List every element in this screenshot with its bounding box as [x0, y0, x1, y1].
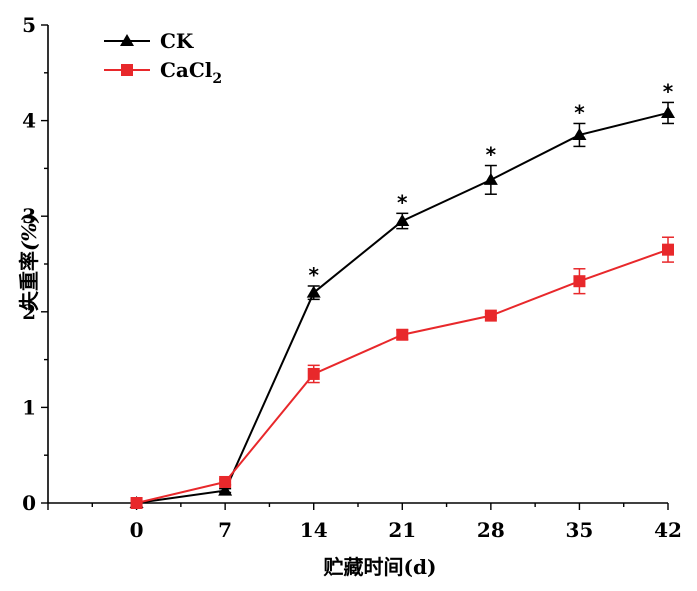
legend-label-main: CaCl — [160, 58, 213, 82]
marker-square — [573, 275, 586, 288]
marker-square — [219, 475, 232, 488]
significance-asterisk: * — [486, 143, 497, 167]
x-axis-title-main: 贮藏时间 — [323, 555, 404, 579]
error-bars — [219, 101, 674, 494]
x-tick-label: 21 — [388, 518, 416, 542]
marker-triangle — [483, 172, 498, 185]
significance-asterisk: * — [397, 190, 408, 214]
x-tick-label: 35 — [566, 518, 594, 542]
significance-asterisk: * — [574, 100, 585, 124]
marker-triangle — [306, 285, 321, 298]
marker-triangle — [661, 105, 675, 118]
significance-asterisk: * — [308, 263, 319, 287]
legend-marker-square — [121, 64, 133, 76]
y-axis-title: 失重率(%) — [17, 213, 41, 311]
legend-label-main: CK — [160, 29, 194, 53]
x-tick-label: 7 — [218, 518, 232, 542]
marker-triangle — [218, 483, 233, 496]
x-axis-title-unit: (d) — [404, 555, 437, 579]
x-tick-label: 14 — [300, 518, 328, 542]
y-tick-label: 1 — [22, 395, 36, 419]
x-tick-label: 42 — [654, 518, 682, 542]
series-markers — [129, 105, 675, 509]
x-tick-label: 28 — [477, 518, 505, 542]
x-tick-label: 0 — [130, 518, 144, 542]
y-axis-title-main: 失重率 — [17, 251, 41, 311]
series-lines — [136, 111, 669, 504]
marker-triangle — [572, 127, 587, 140]
y-axis-title-unit: (%) — [17, 213, 41, 251]
legend-label-cacl2: CaCl2 — [160, 58, 222, 87]
series-line-ck — [136, 111, 669, 504]
significance-markers: * * * * * — [308, 79, 673, 287]
marker-triangle — [395, 213, 410, 226]
y-tick-label: 2 — [22, 300, 36, 324]
series-line-cacl2 — [136, 248, 669, 504]
y-tick-label: 0 — [22, 491, 36, 515]
x-axis-title: 贮藏时间(d) — [323, 555, 437, 579]
legend-label-subscript: 2 — [212, 71, 222, 87]
y-tick-label: 4 — [22, 109, 36, 133]
ticks: 0 1 2 3 4 5 0 7 14 21 28 35 42 — [22, 13, 682, 542]
marker-square — [484, 309, 497, 322]
legend: CK CaCl2 — [104, 29, 222, 87]
marker-square — [130, 497, 143, 509]
legend-marker-triangle — [120, 34, 134, 46]
y-tick-label: 5 — [22, 13, 36, 37]
axes — [47, 25, 668, 504]
marker-square — [396, 328, 409, 341]
marker-square — [662, 243, 674, 256]
legend-label-ck: CK — [160, 29, 194, 53]
significance-asterisk: * — [663, 79, 674, 103]
y-tick-label: 3 — [22, 204, 36, 228]
marker-square — [307, 367, 320, 380]
